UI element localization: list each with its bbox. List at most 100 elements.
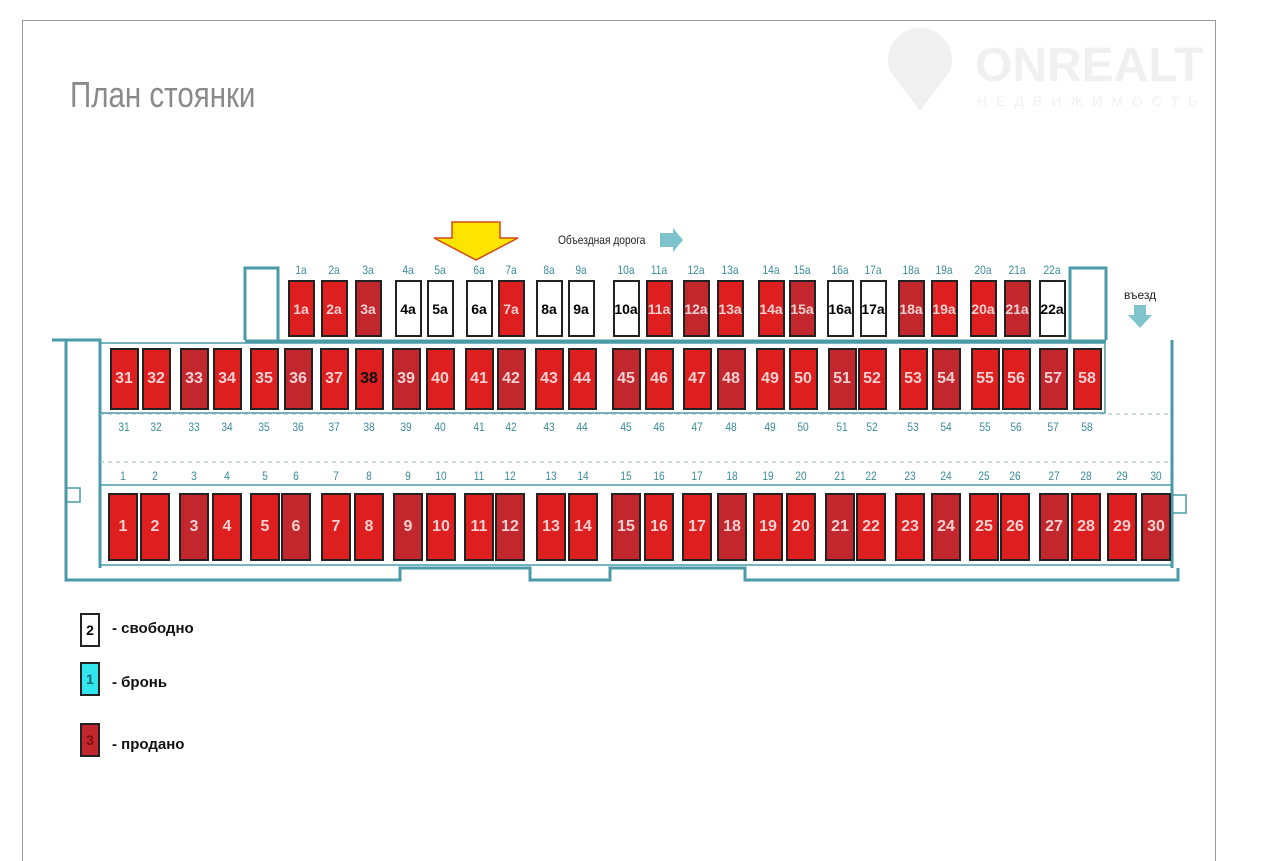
parking-spot-47[interactable]: 47 — [682, 348, 712, 410]
spot-number-label: 32 — [150, 420, 162, 434]
spot-number-label: 15 — [620, 469, 632, 483]
parking-spot-9a[interactable]: 9a — [567, 280, 595, 337]
parking-spot-28[interactable]: 28 — [1071, 493, 1101, 561]
parking-spot-17[interactable]: 17 — [682, 493, 712, 561]
parking-spot-4a[interactable]: 4a — [394, 280, 422, 337]
parking-spot-1[interactable]: 1 — [108, 493, 138, 561]
spot-number-label: 53 — [907, 420, 919, 434]
parking-spot-1a[interactable]: 1a — [287, 280, 315, 337]
parking-spot-46[interactable]: 46 — [644, 348, 674, 410]
parking-spot-31[interactable]: 31 — [109, 348, 139, 410]
parking-spot-18[interactable]: 18 — [717, 493, 747, 561]
spot-number-label: 22a — [1043, 263, 1061, 277]
parking-spot-17a[interactable]: 17a — [859, 280, 887, 337]
spot-number-label: 47 — [691, 420, 703, 434]
parking-spot-25[interactable]: 25 — [969, 493, 999, 561]
parking-spot-16[interactable]: 16 — [644, 493, 674, 561]
parking-spot-30[interactable]: 30 — [1141, 493, 1171, 561]
parking-spot-11[interactable]: 11 — [464, 493, 494, 561]
parking-spot-43[interactable]: 43 — [534, 348, 564, 410]
location-pin-icon — [888, 27, 952, 111]
parking-spot-19a[interactable]: 19a — [930, 280, 958, 337]
parking-spot-51[interactable]: 51 — [827, 348, 857, 410]
parking-spot-52[interactable]: 52 — [857, 348, 887, 410]
parking-spot-35[interactable]: 35 — [249, 348, 279, 410]
parking-spot-58[interactable]: 58 — [1072, 348, 1102, 410]
spot-number-label: 57 — [1047, 420, 1059, 434]
spot-number-label: 14 — [577, 469, 589, 483]
parking-spot-41[interactable]: 41 — [464, 348, 494, 410]
parking-spot-21[interactable]: 21 — [825, 493, 855, 561]
parking-spot-40[interactable]: 40 — [425, 348, 455, 410]
spot-number-label: 24 — [940, 469, 952, 483]
parking-spot-5a[interactable]: 5a — [426, 280, 454, 337]
parking-spot-20[interactable]: 20 — [786, 493, 816, 561]
parking-spot-57[interactable]: 57 — [1038, 348, 1068, 410]
spot-number-label: 16a — [831, 263, 849, 277]
parking-spot-12a[interactable]: 12a — [682, 280, 710, 337]
parking-spot-10a[interactable]: 10a — [612, 280, 640, 337]
parking-spot-22[interactable]: 22 — [856, 493, 886, 561]
parking-spot-29[interactable]: 29 — [1107, 493, 1137, 561]
parking-spot-6[interactable]: 6 — [281, 493, 311, 561]
parking-spot-2[interactable]: 2 — [140, 493, 170, 561]
parking-spot-49[interactable]: 49 — [755, 348, 785, 410]
parking-spot-42[interactable]: 42 — [496, 348, 526, 410]
parking-spot-53[interactable]: 53 — [898, 348, 928, 410]
spot-number-label: 21a — [1008, 263, 1026, 277]
parking-spot-20a[interactable]: 20a — [969, 280, 997, 337]
parking-spot-33[interactable]: 33 — [179, 348, 209, 410]
parking-spot-3a[interactable]: 3a — [354, 280, 382, 337]
parking-spot-48[interactable]: 48 — [716, 348, 746, 410]
parking-spot-32[interactable]: 32 — [141, 348, 171, 410]
parking-spot-15a[interactable]: 15a — [788, 280, 816, 337]
parking-spot-2a[interactable]: 2a — [320, 280, 348, 337]
parking-spot-8[interactable]: 8 — [354, 493, 384, 561]
parking-spot-5[interactable]: 5 — [250, 493, 280, 561]
parking-spot-38[interactable]: 38 — [354, 348, 384, 410]
spot-number-label: 11a — [650, 263, 668, 277]
spot-number-label: 10a — [617, 263, 635, 277]
parking-spot-14a[interactable]: 14a — [757, 280, 785, 337]
spot-number-label: 17a — [864, 263, 882, 277]
parking-spot-27[interactable]: 27 — [1039, 493, 1069, 561]
parking-spot-37[interactable]: 37 — [319, 348, 349, 410]
parking-spot-10[interactable]: 10 — [426, 493, 456, 561]
parking-spot-7[interactable]: 7 — [321, 493, 351, 561]
parking-spot-21a[interactable]: 21a — [1003, 280, 1031, 337]
parking-spot-16a[interactable]: 16a — [826, 280, 854, 337]
spot-number-label: 12 — [504, 469, 516, 483]
parking-spot-23[interactable]: 23 — [895, 493, 925, 561]
parking-spot-50[interactable]: 50 — [788, 348, 818, 410]
spot-number-label: 42 — [505, 420, 517, 434]
parking-spot-44[interactable]: 44 — [567, 348, 597, 410]
parking-spot-34[interactable]: 34 — [212, 348, 242, 410]
parking-spot-4[interactable]: 4 — [212, 493, 242, 561]
parking-spot-6a[interactable]: 6a — [465, 280, 493, 337]
left-wall — [52, 338, 1180, 582]
parking-spot-8a[interactable]: 8a — [535, 280, 563, 337]
parking-spot-3[interactable]: 3 — [179, 493, 209, 561]
parking-spot-12[interactable]: 12 — [495, 493, 525, 561]
parking-spot-15[interactable]: 15 — [611, 493, 641, 561]
parking-spot-55[interactable]: 55 — [970, 348, 1000, 410]
parking-spot-22a[interactable]: 22a — [1038, 280, 1066, 337]
parking-spot-45[interactable]: 45 — [611, 348, 641, 410]
parking-spot-7a[interactable]: 7a — [497, 280, 525, 337]
parking-spot-19[interactable]: 19 — [753, 493, 783, 561]
parking-spot-39[interactable]: 39 — [391, 348, 421, 410]
spot-number-label: 46 — [653, 420, 665, 434]
parking-spot-54[interactable]: 54 — [931, 348, 961, 410]
parking-spot-9[interactable]: 9 — [393, 493, 423, 561]
parking-spot-13a[interactable]: 13a — [716, 280, 744, 337]
parking-spot-11a[interactable]: 11a — [645, 280, 673, 337]
parking-spot-36[interactable]: 36 — [283, 348, 313, 410]
parking-spot-24[interactable]: 24 — [931, 493, 961, 561]
spot-number-label: 43 — [543, 420, 555, 434]
parking-spot-26[interactable]: 26 — [1000, 493, 1030, 561]
parking-spot-14[interactable]: 14 — [568, 493, 598, 561]
parking-spot-13[interactable]: 13 — [536, 493, 566, 561]
parking-spot-18a[interactable]: 18a — [897, 280, 925, 337]
parking-spot-56[interactable]: 56 — [1001, 348, 1031, 410]
legend-sold-sample: 3 — [80, 723, 100, 757]
